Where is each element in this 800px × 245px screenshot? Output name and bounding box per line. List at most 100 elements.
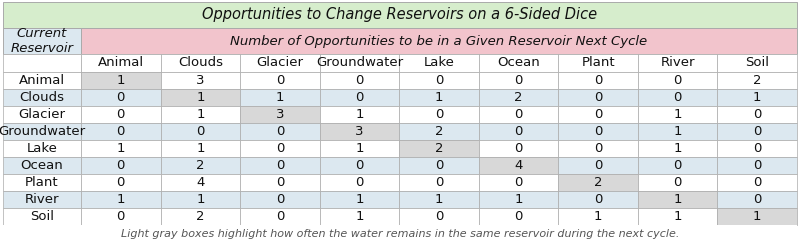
Text: Groundwater: Groundwater bbox=[316, 57, 403, 70]
Bar bbox=[558, 54, 638, 72]
Text: Lake: Lake bbox=[26, 142, 58, 155]
Bar bbox=[718, 140, 797, 157]
Bar bbox=[161, 89, 240, 106]
Text: 0: 0 bbox=[276, 176, 284, 189]
Bar bbox=[240, 174, 320, 191]
Text: 0: 0 bbox=[435, 108, 443, 121]
Text: 0: 0 bbox=[594, 193, 602, 206]
Bar bbox=[320, 89, 399, 106]
Text: 0: 0 bbox=[117, 210, 125, 223]
Text: 0: 0 bbox=[355, 91, 364, 104]
Text: 0: 0 bbox=[435, 159, 443, 172]
Text: 1: 1 bbox=[753, 210, 762, 223]
Text: 2: 2 bbox=[434, 142, 443, 155]
Text: 3: 3 bbox=[355, 125, 364, 138]
Text: Groundwater: Groundwater bbox=[0, 125, 86, 138]
Text: 0: 0 bbox=[594, 91, 602, 104]
Text: 2: 2 bbox=[196, 159, 205, 172]
Bar bbox=[478, 140, 558, 157]
Bar bbox=[81, 123, 161, 140]
Text: 1: 1 bbox=[434, 91, 443, 104]
Text: 0: 0 bbox=[514, 176, 522, 189]
Text: 1: 1 bbox=[196, 108, 205, 121]
Bar bbox=[718, 89, 797, 106]
Text: 1: 1 bbox=[674, 142, 682, 155]
Text: Animal: Animal bbox=[98, 57, 144, 70]
Bar bbox=[399, 140, 478, 157]
Text: 1: 1 bbox=[674, 193, 682, 206]
Text: 1: 1 bbox=[674, 125, 682, 138]
Bar bbox=[240, 54, 320, 72]
Bar bbox=[558, 208, 638, 225]
Bar bbox=[638, 106, 718, 123]
Text: 0: 0 bbox=[355, 176, 364, 189]
Text: 0: 0 bbox=[753, 125, 762, 138]
Text: 0: 0 bbox=[117, 176, 125, 189]
Text: Soil: Soil bbox=[30, 210, 54, 223]
Bar bbox=[558, 123, 638, 140]
Bar bbox=[240, 191, 320, 208]
Bar bbox=[320, 140, 399, 157]
Text: 2: 2 bbox=[594, 176, 602, 189]
Bar bbox=[240, 208, 320, 225]
Text: Clouds: Clouds bbox=[19, 91, 65, 104]
Text: 1: 1 bbox=[674, 210, 682, 223]
Text: 0: 0 bbox=[594, 74, 602, 87]
Bar bbox=[718, 157, 797, 174]
Bar bbox=[399, 54, 478, 72]
Text: 4: 4 bbox=[196, 176, 205, 189]
Bar bbox=[558, 174, 638, 191]
Bar bbox=[3, 89, 81, 106]
Text: 1: 1 bbox=[196, 142, 205, 155]
Text: Plant: Plant bbox=[582, 57, 615, 70]
Text: 0: 0 bbox=[276, 74, 284, 87]
Bar bbox=[3, 28, 81, 54]
Bar bbox=[161, 72, 240, 89]
Text: 2: 2 bbox=[514, 91, 523, 104]
Bar bbox=[161, 54, 240, 72]
Bar bbox=[399, 191, 478, 208]
Bar bbox=[558, 191, 638, 208]
Text: 0: 0 bbox=[435, 210, 443, 223]
Text: Ocean: Ocean bbox=[497, 57, 540, 70]
Bar bbox=[3, 191, 81, 208]
Bar bbox=[478, 123, 558, 140]
Text: 4: 4 bbox=[514, 159, 522, 172]
Bar bbox=[3, 174, 81, 191]
Bar bbox=[3, 54, 81, 72]
Bar bbox=[81, 28, 797, 54]
Bar bbox=[638, 191, 718, 208]
Text: Glacier: Glacier bbox=[256, 57, 303, 70]
Text: 0: 0 bbox=[514, 142, 522, 155]
Bar bbox=[320, 174, 399, 191]
Bar bbox=[3, 72, 81, 89]
Bar bbox=[558, 106, 638, 123]
Text: Opportunities to Change Reservoirs on a 6-Sided Dice: Opportunities to Change Reservoirs on a … bbox=[202, 8, 598, 23]
Text: 1: 1 bbox=[117, 74, 125, 87]
Text: 0: 0 bbox=[674, 74, 682, 87]
Text: 1: 1 bbox=[594, 210, 602, 223]
Bar bbox=[320, 72, 399, 89]
Bar bbox=[81, 191, 161, 208]
Bar bbox=[478, 54, 558, 72]
Bar bbox=[399, 208, 478, 225]
Bar bbox=[638, 123, 718, 140]
Text: 3: 3 bbox=[276, 108, 284, 121]
Text: 1: 1 bbox=[674, 108, 682, 121]
Bar bbox=[478, 157, 558, 174]
Bar bbox=[240, 89, 320, 106]
Bar bbox=[81, 174, 161, 191]
Text: 1: 1 bbox=[276, 91, 284, 104]
Text: Number of Opportunities to be in a Given Reservoir Next Cycle: Number of Opportunities to be in a Given… bbox=[230, 35, 647, 48]
Bar bbox=[638, 157, 718, 174]
Bar bbox=[638, 208, 718, 225]
Bar bbox=[638, 54, 718, 72]
Text: 2: 2 bbox=[196, 210, 205, 223]
Bar bbox=[478, 208, 558, 225]
Bar bbox=[3, 208, 81, 225]
Text: 0: 0 bbox=[355, 159, 364, 172]
Bar bbox=[399, 123, 478, 140]
Bar bbox=[161, 106, 240, 123]
Bar bbox=[718, 191, 797, 208]
Bar bbox=[718, 123, 797, 140]
